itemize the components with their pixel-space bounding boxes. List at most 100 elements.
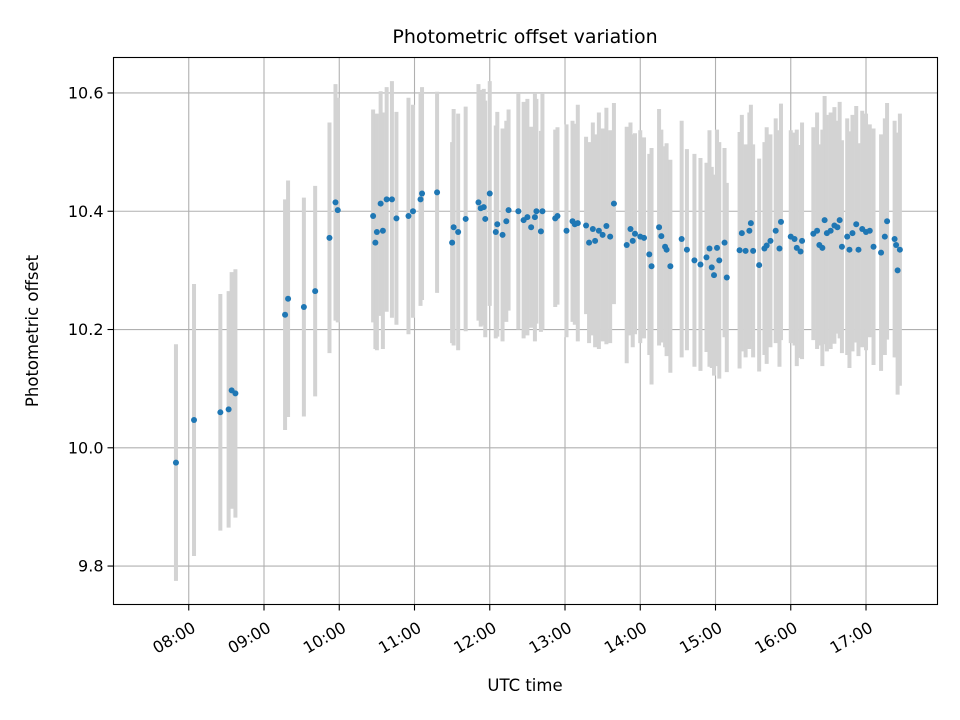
data-point: [716, 257, 723, 264]
data-point: [714, 244, 721, 251]
data-point: [409, 208, 416, 215]
data-point: [791, 236, 798, 243]
data-point: [656, 224, 663, 231]
data-point: [648, 263, 655, 270]
data-point: [711, 272, 718, 279]
data-point: [482, 215, 489, 222]
data-point: [853, 221, 860, 228]
y-tick-label: 10.2: [68, 320, 104, 339]
data-point: [217, 409, 224, 416]
plot-frame: [112, 56, 939, 606]
data-point: [486, 190, 493, 197]
data-point: [524, 214, 531, 221]
data-point: [172, 459, 179, 466]
data-point: [419, 190, 426, 197]
data-point: [819, 244, 826, 251]
data-point: [563, 227, 570, 234]
y-tick-label: 10.6: [68, 83, 104, 102]
data-point: [379, 227, 386, 234]
data-point: [372, 239, 379, 246]
data-point: [641, 234, 648, 241]
data-point: [629, 237, 636, 244]
data-point: [377, 200, 384, 207]
data-point: [878, 249, 885, 256]
y-axis-ticks: 9.8 10.0 10.2 10.4 10.6: [68, 83, 114, 576]
data-point: [667, 263, 674, 270]
data-point: [697, 261, 704, 268]
data-point: [797, 248, 804, 255]
data-point: [855, 246, 862, 253]
data-point: [721, 239, 728, 246]
data-point: [505, 207, 512, 214]
data-point: [763, 242, 770, 249]
data-point: [370, 212, 377, 219]
data-point: [866, 227, 873, 234]
data-point: [312, 288, 319, 295]
y-tick-label: 10.0: [68, 438, 104, 457]
data-point: [531, 214, 538, 221]
data-point: [884, 218, 891, 225]
data-point: [603, 223, 610, 230]
data-point: [417, 196, 424, 203]
data-point: [846, 246, 853, 253]
data-point: [836, 217, 843, 224]
data-point: [282, 311, 289, 318]
data-point: [746, 227, 753, 234]
data-point: [554, 212, 561, 219]
data-point: [475, 199, 482, 206]
data-point: [528, 224, 535, 231]
data-point: [772, 227, 779, 234]
data-point: [388, 196, 395, 203]
data-point: [708, 264, 715, 271]
data-point: [777, 218, 784, 225]
data-point: [450, 224, 457, 231]
data-point: [533, 208, 540, 215]
data-point: [405, 212, 412, 219]
data-point: [663, 246, 670, 253]
data-point: [870, 243, 877, 250]
data-point: [678, 236, 685, 243]
data-point: [703, 254, 710, 261]
data-point: [592, 237, 599, 244]
data-point: [610, 200, 617, 207]
data-point: [492, 228, 499, 235]
data-point: [747, 220, 754, 227]
data-point: [607, 233, 614, 240]
data-point: [627, 225, 634, 232]
data-point: [225, 406, 232, 413]
data-point: [589, 225, 596, 232]
data-point: [631, 230, 638, 237]
data-point: [776, 245, 783, 252]
data-point: [595, 227, 602, 234]
data-point: [738, 230, 745, 237]
data-point: [742, 247, 749, 254]
y-tick-label: 9.8: [78, 557, 103, 576]
x-axis-label: UTC time: [487, 676, 562, 695]
data-point: [893, 241, 900, 248]
data-point: [793, 244, 800, 251]
data-point: [706, 245, 713, 252]
data-point: [334, 207, 341, 214]
data-point: [750, 247, 757, 254]
data-point: [799, 237, 806, 244]
data-point: [586, 239, 593, 246]
data-point: [691, 257, 698, 264]
data-point: [849, 230, 856, 237]
data-point: [756, 262, 763, 269]
data-point: [574, 220, 581, 227]
data-point: [383, 196, 390, 203]
data-point: [515, 208, 522, 215]
data-point: [503, 218, 510, 225]
data-point: [646, 251, 653, 258]
data-point: [821, 217, 828, 224]
data-point: [683, 246, 690, 253]
point-layer: [172, 189, 903, 466]
data-point: [539, 208, 546, 215]
data-point: [455, 228, 462, 235]
data-point: [896, 246, 903, 253]
y-axis-label: Photometric offset: [23, 254, 42, 407]
data-point: [658, 233, 665, 240]
data-point: [285, 295, 292, 302]
data-point: [834, 224, 841, 231]
data-point: [449, 239, 456, 246]
